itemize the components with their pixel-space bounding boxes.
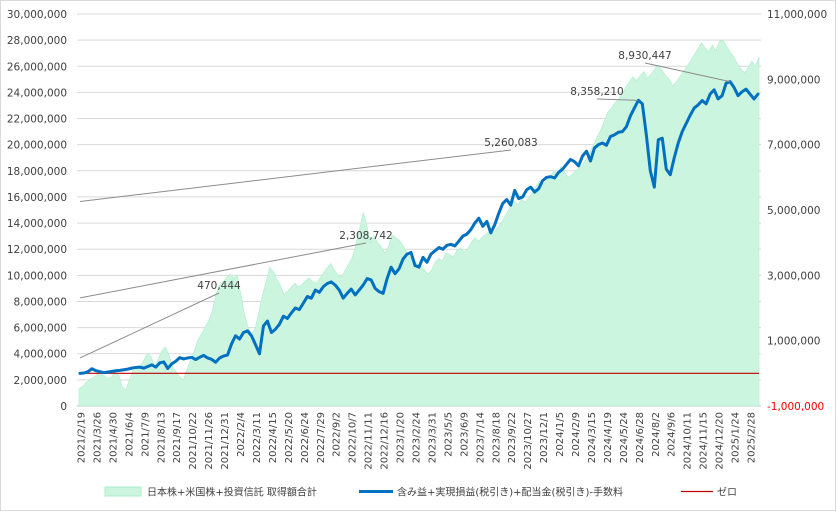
y-right-tick-label: 3,000,000 (767, 270, 820, 282)
annotation-layer: 470,444 2,308,742 5,260,083 8,358,210 8,930,… (79, 50, 731, 359)
x-tick-label: 2024/4/19 (603, 412, 614, 463)
annotation-leader (596, 98, 639, 101)
y-right-tick-label: 11,000,000 (767, 9, 827, 21)
y-left-tick-label: 20,000,000 (7, 140, 67, 152)
y-right-tick-label: 9,000,000 (767, 74, 820, 86)
x-tick-label: 2021/2/19 (77, 412, 88, 463)
annotation-leader (79, 242, 367, 299)
x-tick-label: 2024/1/5 (555, 412, 566, 457)
x-tick-label: 2021/9/17 (172, 412, 183, 463)
y-left-tick-label: 14,000,000 (7, 218, 67, 230)
x-tick-label: 2023/5/5 (443, 412, 454, 457)
y-left-tick-label: 12,000,000 (7, 244, 67, 256)
x-tick-label: 2024/10/11 (683, 412, 694, 470)
x-tick-label: 2022/7/29 (316, 412, 327, 463)
x-tick-label: 2023/3/31 (427, 412, 438, 463)
x-tick-label: 2021/4/30 (108, 412, 119, 463)
x-tick-label: 2021/11/26 (204, 412, 215, 470)
x-tick-label: 2024/11/15 (699, 412, 710, 470)
x-tick-label: 2021/7/9 (140, 412, 151, 457)
annotation-leader (79, 149, 512, 203)
annotation-label: 8,930,447 (618, 50, 671, 62)
x-tick-label: 2023/1/20 (396, 412, 407, 463)
y-left-tick-label: 10,000,000 (7, 270, 67, 282)
x-tick-label: 2021/12/31 (220, 412, 231, 470)
x-tick-label: 2021/3/26 (92, 412, 103, 463)
legend-item-area: 日本株+米国株+投資信託 取得額合計 (104, 486, 317, 499)
y-left-tick-label: 2,000,000 (14, 375, 67, 387)
y-right-tick-label: 5,000,000 (767, 205, 820, 217)
legend-label-zero: ゼロ (717, 487, 737, 499)
y-right-tick-label: 7,000,000 (767, 140, 820, 152)
y-left-tick-label: 16,000,000 (7, 192, 67, 204)
x-tick-label: 2022/5/20 (284, 412, 295, 463)
y-left-tick-label: 28,000,000 (7, 35, 67, 47)
right-axis-tick-labels: -1,000,000 1,000,000 3,000,000 5,000,000 7,0… (767, 9, 827, 413)
x-tick-label: 2022/6/24 (300, 412, 311, 463)
left-axis-tick-labels: 0 2,000,000 4,000,000 6,000,000 8,000,000 10,… (7, 9, 67, 413)
x-tick-label: 2024/8/2 (651, 412, 662, 457)
x-tick-label: 2022/2/4 (236, 412, 247, 457)
y-right-tick-label: 1,000,000 (767, 336, 820, 348)
x-tick-label: 2025/1/24 (731, 412, 742, 463)
y-left-tick-label: 6,000,000 (14, 323, 67, 335)
annotation-leader (79, 292, 220, 359)
y-right-tick-label: -1,000,000 (767, 401, 824, 413)
y-left-tick-label: 22,000,000 (7, 114, 67, 126)
y-left-tick-label: 24,000,000 (7, 87, 67, 99)
x-tick-label: 2023/6/9 (459, 412, 470, 457)
x-tick-label: 2023/12/1 (539, 412, 550, 463)
x-tick-label: 2022/3/11 (252, 412, 263, 463)
annotation-label: 8,358,210 (570, 86, 623, 98)
legend-label-area: 日本株+米国株+投資信託 取得額合計 (147, 486, 317, 499)
y-left-tick-label: 30,000,000 (7, 9, 67, 21)
y-left-tick-label: 18,000,000 (7, 166, 67, 178)
x-axis-tick-labels: 2021/2/19 2021/3/26 2021/4/30 2021/6/4 2021/… (77, 412, 758, 470)
x-tick-label: 2023/8/18 (491, 412, 502, 463)
x-tick-label: 2023/10/27 (523, 412, 534, 470)
line-series-layer (78, 80, 760, 375)
x-tick-label: 2022/11/11 (364, 412, 375, 470)
x-tick-label: 2023/9/22 (507, 412, 518, 463)
x-tick-label: 2022/4/15 (268, 412, 279, 463)
x-tick-label: 2024/2/9 (571, 412, 582, 457)
legend-label-line: 含み益+実現損益(税引き)+配当金(税引き)-手数料 (397, 486, 623, 499)
legend: 日本株+米国株+投資信託 取得額合計 含み益+実現損益(税引き)+配当金(税引き… (104, 486, 737, 499)
x-tick-label: 2022/10/7 (348, 412, 359, 463)
x-tick-label: 2021/8/13 (156, 412, 167, 463)
legend-item-line: 含み益+実現損益(税引き)+配当金(税引き)-手数料 (359, 486, 623, 499)
x-tick-label: 2022/9/2 (332, 412, 343, 457)
x-tick-label: 2023/2/24 (412, 412, 423, 463)
x-tick-label: 2024/12/20 (715, 412, 726, 470)
x-tick-label: 2024/5/24 (619, 412, 630, 463)
x-tick-label: 2024/9/6 (667, 412, 678, 457)
legend-item-zero: ゼロ (681, 487, 737, 499)
x-tick-label: 2022/12/16 (380, 412, 391, 470)
y-left-tick-label: 26,000,000 (7, 61, 67, 73)
x-tick-label: 2021/6/4 (124, 412, 135, 457)
x-tick-label: 2025/2/28 (747, 412, 758, 463)
x-tick-label: 2023/7/14 (475, 412, 486, 463)
y-left-tick-label: 8,000,000 (14, 296, 67, 308)
legend-swatch-area (104, 486, 142, 497)
x-tick-label: 2024/6/28 (635, 412, 646, 463)
y-left-tick-label: 0 (60, 401, 67, 413)
line-series (78, 80, 760, 375)
x-tick-label: 2021/10/22 (188, 412, 199, 470)
y-left-tick-label: 4,000,000 (14, 349, 67, 361)
annotation-label: 2,308,742 (339, 230, 392, 242)
x-tick-label: 2024/3/15 (587, 412, 598, 463)
annotation-label: 470,444 (197, 280, 241, 292)
annotation-leader (644, 62, 731, 83)
annotation-label: 5,260,083 (484, 137, 537, 149)
